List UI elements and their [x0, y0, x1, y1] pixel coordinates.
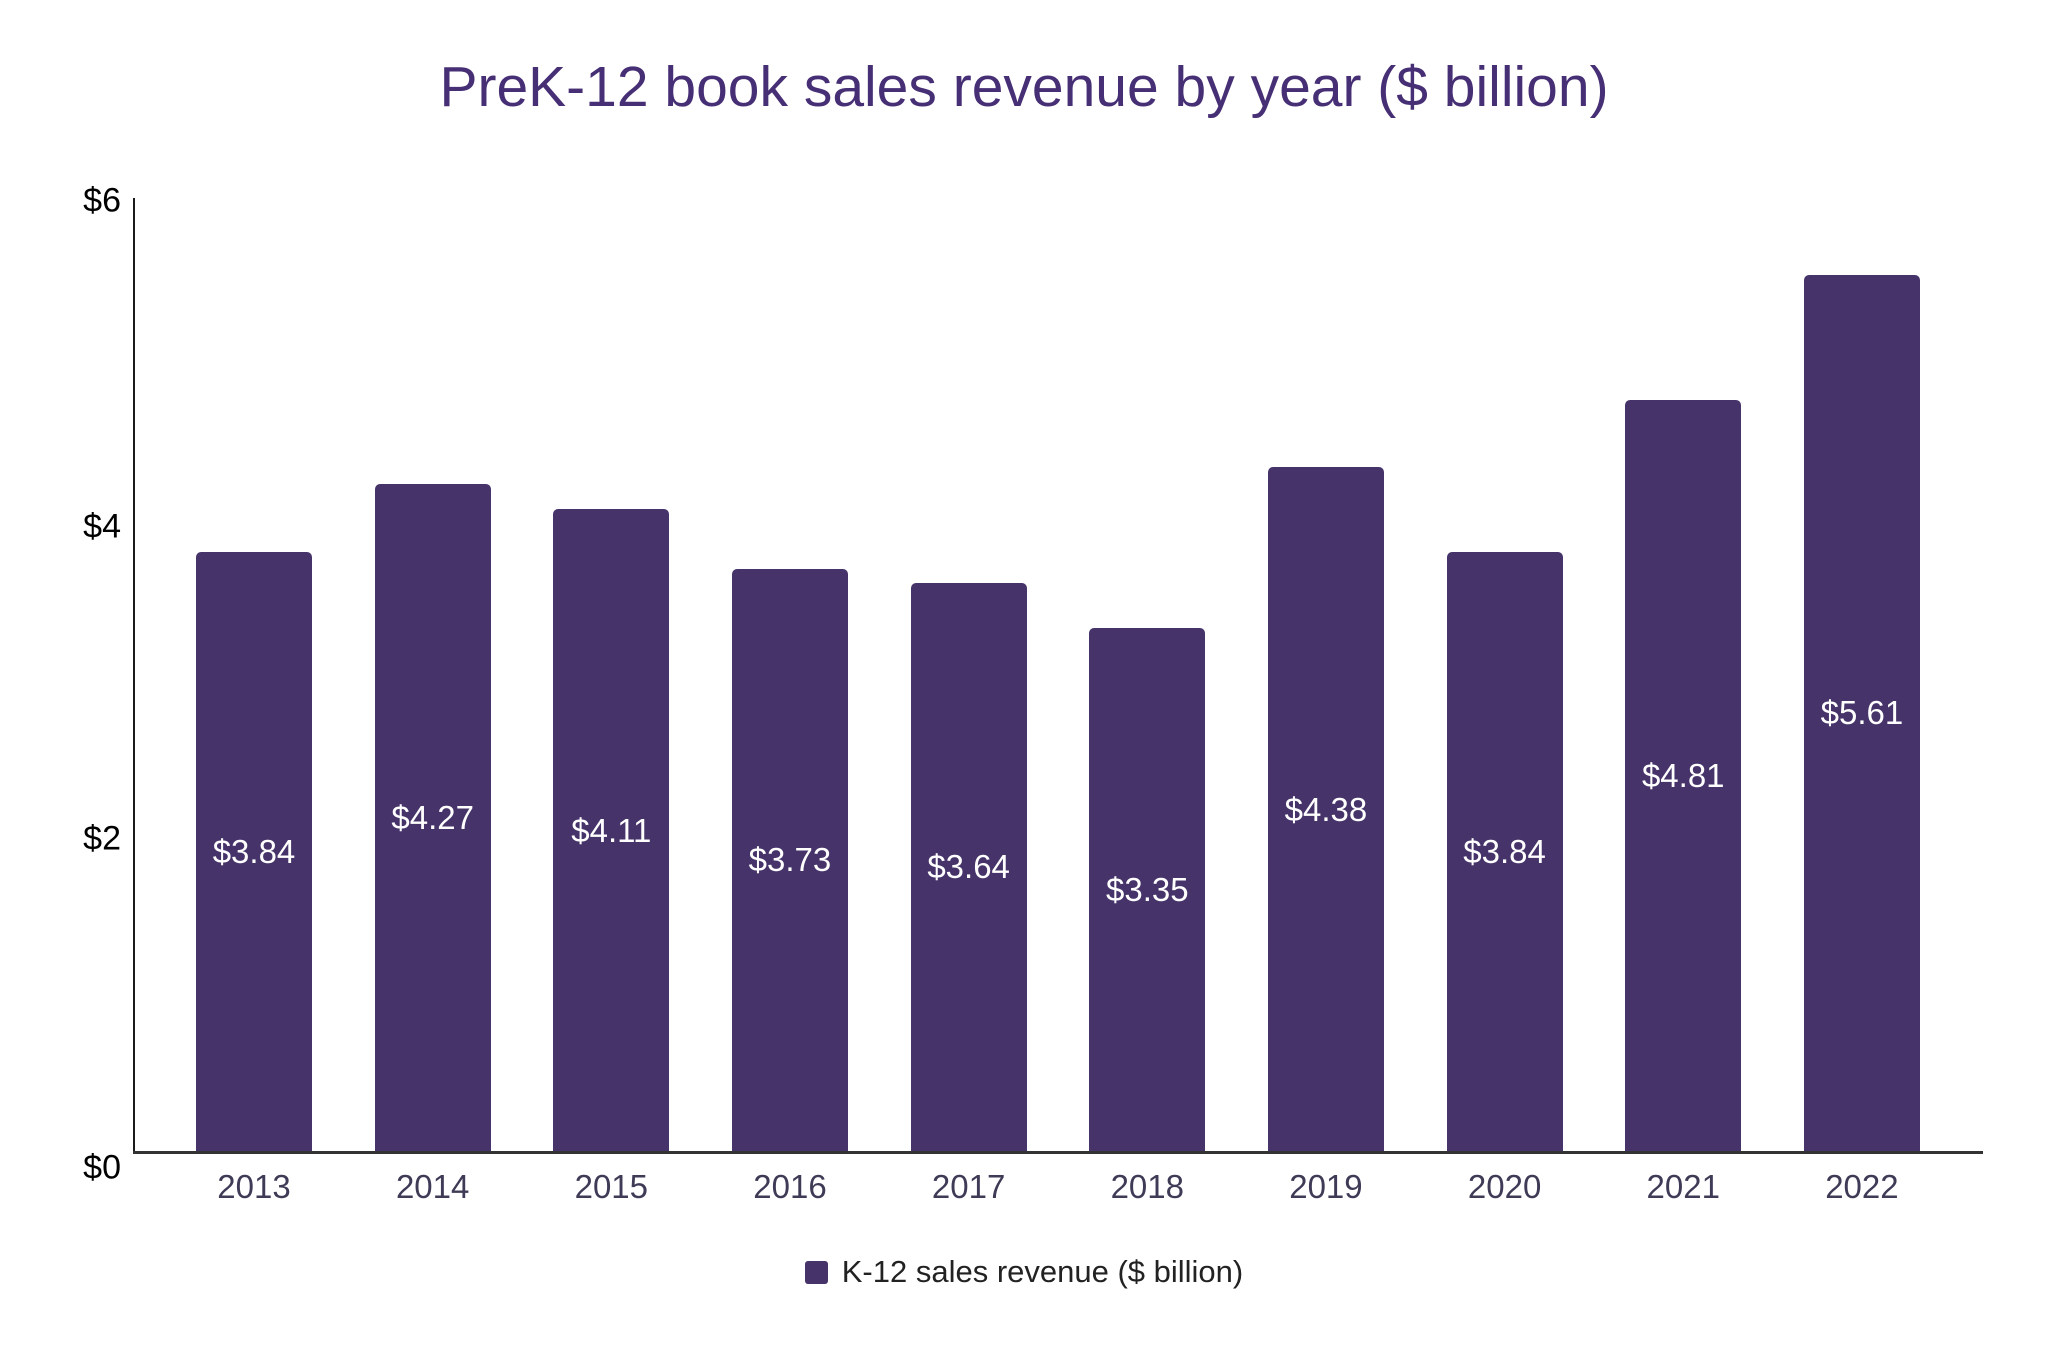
bar-value-label: $4.38: [1284, 790, 1368, 828]
bar-slot-2017: $3.64 2017: [910, 214, 1027, 1205]
plot-area: $3.84 2013 $4.27 2014 $4.11 2015 $3.73 2016 $3.6…: [133, 198, 1983, 1205]
y-axis-tick-label-2: $2: [83, 819, 121, 858]
bar-value-label: $3.64: [927, 848, 1010, 886]
legend: K-12 sales revenue ($ billion): [0, 1248, 2048, 1296]
x-axis-label-2014: 2014: [395, 1168, 470, 1205]
bar-slot-2020: $3.84 2020: [1446, 214, 1563, 1205]
y-axis: $0 $2 $4 $6: [0, 182, 121, 1187]
x-axis-line: [133, 1151, 1983, 1154]
bar-value-label: $3.84: [212, 832, 296, 870]
bar-slot-2016: $3.73 2016: [731, 214, 848, 1205]
bar-slot-2022: $5.61 2022: [1803, 214, 1920, 1205]
x-axis-label-2019: 2019: [1289, 1168, 1363, 1205]
legend-label: K-12 sales revenue ($ billion): [841, 1254, 1244, 1289]
x-axis-label-2018: 2018: [1110, 1168, 1184, 1205]
bar-slot-2014: $4.27 2014: [374, 214, 491, 1205]
y-axis-tick-label-0: $0: [83, 1148, 121, 1187]
bar-2017: $3.64: [910, 582, 1027, 1152]
bar-2014: $4.27: [374, 484, 491, 1152]
y-axis-tick-label-4: $4: [83, 507, 121, 546]
bar-2020: $3.84: [1446, 551, 1563, 1152]
bar-value-label: $3.35: [1105, 871, 1189, 909]
y-axis-tick-label-6: $6: [83, 181, 121, 220]
bar-value-label: $4.11: [571, 811, 652, 849]
bar-2022: $5.61: [1803, 274, 1920, 1152]
y-axis-line: [133, 198, 135, 1152]
legend-swatch-icon: [804, 1260, 828, 1284]
bar-slot-2015: $4.11 2015: [553, 214, 670, 1205]
bar-2018: $3.35: [1089, 628, 1206, 1152]
bar-value-label: $4.27: [391, 799, 474, 837]
x-axis-label-2017: 2017: [931, 1168, 1006, 1205]
bar-value-label: $4.81: [1641, 757, 1725, 795]
x-axis-label-2016: 2016: [753, 1168, 827, 1205]
bar-2019: $4.38: [1267, 467, 1384, 1152]
x-axis-label-2015: 2015: [574, 1168, 649, 1205]
bar-slot-2013: $3.84 2013: [196, 214, 312, 1205]
chart-title: PreK-12 book sales revenue by year ($ bi…: [439, 55, 1609, 119]
bar-2015: $4.11: [553, 509, 670, 1152]
x-axis-label-2021: 2021: [1646, 1168, 1720, 1205]
bar-2016: $3.73: [731, 568, 848, 1152]
bar-slot-2019: $4.38 2019: [1267, 214, 1384, 1205]
bar-slot-2018: $3.35 2018: [1089, 214, 1206, 1205]
bar-2021: $4.81: [1625, 400, 1742, 1152]
x-axis-label-2022: 2022: [1825, 1168, 1899, 1205]
bar-slot-2021: $4.81 2021: [1625, 214, 1742, 1205]
x-axis-label-2020: 2020: [1467, 1168, 1542, 1205]
bar-value-label: $3.73: [748, 841, 832, 879]
bar-2013: $3.84: [196, 551, 312, 1152]
x-axis-label-2013: 2013: [217, 1168, 291, 1205]
bar-value-label: $3.84: [1463, 832, 1546, 870]
bar-series: $3.84 2013 $4.27 2014 $4.11 2015 $3.73 2016 $3.6…: [133, 214, 1983, 1205]
bar-value-label: $5.61: [1820, 694, 1904, 732]
